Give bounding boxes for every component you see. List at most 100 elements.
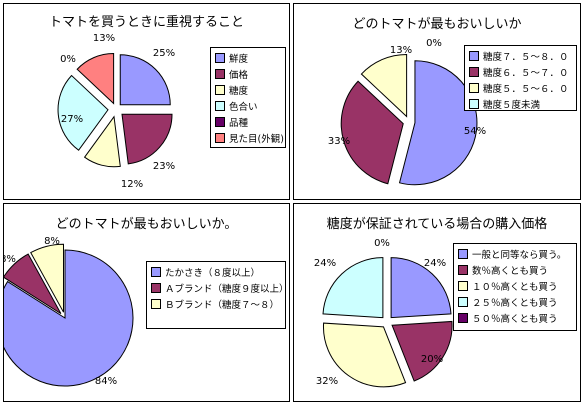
legend-swatch [215,85,225,95]
pie-label-3: 24% [314,258,336,269]
legend-4: 一般と同等なら買う。 数％高くとも買う １０％高くとも買う ２５％高くとも買う ５０％高… [453,243,577,331]
legend-label: 鮮度 [229,54,249,65]
pie-label-2: 12% [121,179,143,190]
pie-label-2: 8% [44,236,60,247]
pie-slice-3 [57,74,109,151]
chart-panel-4: 糖度が保証されている場合の購入価格 24% 20% 32% 24% 0% 一般と同等なら… [293,203,581,402]
legend-swatch [469,51,479,61]
pie-slice-5 [76,52,115,105]
legend-swatch [215,133,225,143]
legend-label: 一般と同等なら買う。 [472,250,567,261]
chart-title: 糖度が保証されている場合の購入価格 [326,217,548,232]
legend-label: ５０％高くとも買う [472,314,558,325]
legend-swatch [215,53,225,63]
legend-swatch [151,267,161,277]
pie-slice-1 [391,320,453,382]
legend-item-2: 糖度 [215,82,281,98]
pie-label-3: 27% [61,114,83,125]
legend-swatch [215,101,225,111]
legend-3: たかさき（８度以上） Ａブランド（糖度９度以上） Ｂブランド（糖度７～８） [146,261,289,329]
pie-label-2: 32% [316,376,338,387]
chart-title: トマトを買うときに重視すること [48,15,244,30]
legend-swatch [458,297,468,307]
pie-label-4: 0% [60,54,76,65]
pie-label-1: 33% [328,136,350,147]
pie-chart-4: 24% 20% 32% 24% 0% [314,238,453,388]
legend-swatch [458,313,468,323]
pie-slice-0 [398,60,478,186]
legend-label: 糖度５度未満 [483,100,541,111]
legend-item-2: Ｂブランド（糖度７～８） [151,296,281,312]
legend-item-4: 品種 [215,114,281,130]
legend-item-4: ５０％高くとも買う [458,310,572,326]
legend-label: 糖度 [229,86,249,97]
legend-item-1: Ａブランド（糖度９度以上） [151,280,289,296]
pie-chart-1: 25% 23% 12% 27% 0% 13% [57,33,175,190]
legend-item-3: 色合い [215,98,281,114]
legend-item-5: 見た目(外観) [215,130,284,146]
legend-label: 糖度５．５～６．０ [483,84,569,95]
legend-swatch [458,249,468,259]
pie-label-0: 84% [95,376,117,387]
pie-slice-0 [4,249,134,387]
legend-swatch [215,69,225,79]
pie-slice-1 [4,253,62,315]
legend-swatch [458,281,468,291]
legend-label: 見た目(外観) [229,134,284,145]
pie-chart-3: 84% 8% 8% [4,236,134,387]
legend-label: 価格 [229,70,249,81]
pie-chart-2: 54% 33% 13% 0% [328,38,486,186]
legend-item-0: 一般と同等なら買う。 [458,246,572,262]
pie-label-1: 20% [421,354,443,365]
pie-label-0: 54% [464,126,486,137]
legend-swatch [469,67,479,77]
legend-label: 糖度７．５～８．０ [483,52,569,63]
legend-swatch [151,283,161,293]
pie-label-2: 13% [390,45,412,56]
legend-label: ２５％高くとも買う [472,298,558,309]
chart-panel-2: どのトマトが最もおいしいか 54% 33% 13% 0% 糖度７．５～８．０ 糖度６．５… [293,3,581,200]
legend-swatch [215,117,225,127]
pie-slice-2 [323,322,407,388]
legend-1: 鮮度価格糖度色合い品種見た目(外観) [210,47,286,148]
legend-item-0: たかさき（８度以上） [151,264,281,280]
pie-slice-1 [340,80,404,185]
pie-label-3: 0% [426,38,442,49]
legend-item-3: 糖度５度未満 [469,96,572,112]
legend-item-0: 糖度７．５～８．０ [469,48,572,64]
legend-swatch [151,299,161,309]
legend-swatch [469,83,479,93]
legend-label: １０％高くとも買う [472,282,558,293]
pie-label-0: 24% [424,258,446,269]
pie-slice-3 [322,257,384,319]
pie-slice-0 [390,257,452,319]
legend-item-0: 鮮度 [215,50,281,66]
legend-item-2: １０％高くとも買う [458,278,572,294]
legend-label: Ａブランド（糖度９度以上） [165,284,289,295]
legend-label: 糖度６．５～７．０ [483,68,569,79]
pie-label-1: 8% [4,254,16,265]
legend-item-2: 糖度５．５～６．０ [469,80,572,96]
legend-item-1: 価格 [215,66,281,82]
pie-label-5: 13% [93,33,115,44]
legend-item-3: ２５％高くとも買う [458,294,572,310]
legend-2: 糖度７．５～８．０ 糖度６．５～７．０ 糖度５．５～６．０ 糖度５度未満 [464,45,577,111]
legend-swatch [469,99,479,109]
legend-label: 品種 [229,118,249,129]
pie-slice-2 [83,115,121,168]
pie-slice-1 [121,113,173,165]
pie-label-1: 23% [153,161,175,172]
legend-label: Ｂブランド（糖度７～８） [165,300,280,311]
legend-item-1: 糖度６．５～７．０ [469,64,572,80]
legend-label: 色合い [229,102,258,113]
pie-slice-2 [30,243,65,313]
pie-label-4: 0% [374,238,390,249]
legend-label: たかさき（８度以上） [165,268,261,279]
pie-slice-2 [360,53,408,118]
chart-panel-1: トマトを買うときに重視すること 25% 23% 12% 27% 0% 13% 鮮度価格糖度… [3,3,290,200]
legend-swatch [458,265,468,275]
legend-item-1: 数％高くとも買う [458,262,572,278]
pie-label-0: 25% [153,48,175,59]
pie-slice-0 [119,54,171,106]
chart-title: どのトマトが最もおいしいか。 [55,217,238,232]
